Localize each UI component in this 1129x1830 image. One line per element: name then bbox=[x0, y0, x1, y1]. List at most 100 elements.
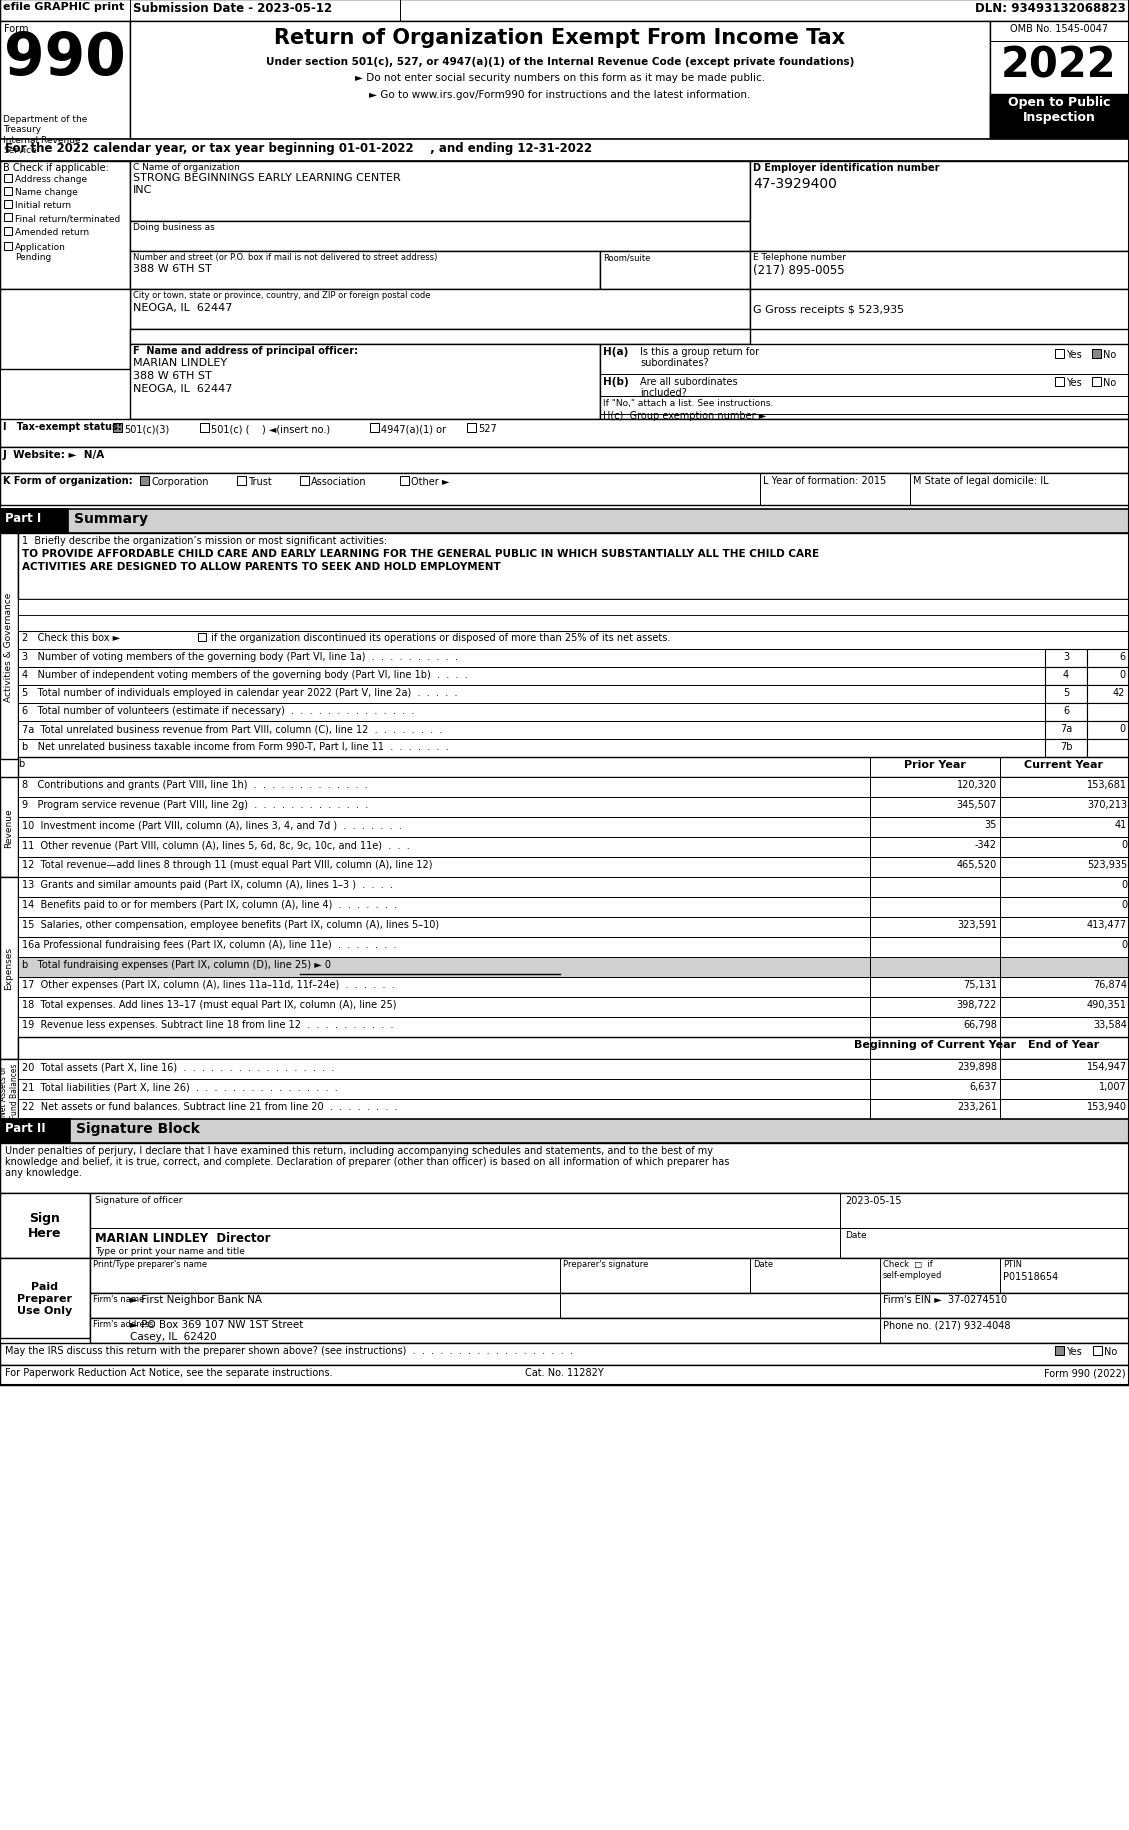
Bar bbox=[130, 161, 750, 221]
Bar bbox=[0, 139, 1129, 161]
Text: 323,591: 323,591 bbox=[957, 919, 997, 930]
Text: Doing business as: Doing business as bbox=[133, 223, 215, 232]
Text: P01518654: P01518654 bbox=[1003, 1272, 1058, 1281]
Bar bbox=[1087, 668, 1129, 686]
Bar bbox=[18, 721, 1129, 739]
Text: If "No," attach a list. See instructions.: If "No," attach a list. See instructions… bbox=[603, 399, 773, 408]
Text: Print/Type preparer's name: Print/Type preparer's name bbox=[93, 1259, 207, 1268]
Text: Signature Block: Signature Block bbox=[76, 1122, 200, 1135]
Bar bbox=[0, 474, 1129, 505]
Text: 75,131: 75,131 bbox=[963, 979, 997, 990]
Text: 6,637: 6,637 bbox=[970, 1082, 997, 1091]
Text: 0: 0 bbox=[1121, 840, 1127, 849]
Text: M State of legal domicile: IL: M State of legal domicile: IL bbox=[913, 476, 1049, 485]
Text: 16a Professional fundraising fees (Part IX, column (A), line 11e)  .  .  .  .  .: 16a Professional fundraising fees (Part … bbox=[21, 939, 396, 950]
Text: Submission Date - 2023-05-12: Submission Date - 2023-05-12 bbox=[133, 2, 332, 15]
Text: INC: INC bbox=[133, 185, 152, 194]
Text: 4: 4 bbox=[1062, 670, 1069, 679]
Text: 13  Grants and similar amounts paid (Part IX, column (A), lines 1–3 )  .  .  .  : 13 Grants and similar amounts paid (Part… bbox=[21, 880, 393, 889]
Text: 9   Program service revenue (Part VIII, line 2g)  .  .  .  .  .  .  .  .  .  .  : 9 Program service revenue (Part VIII, li… bbox=[21, 800, 368, 809]
Text: 47-3929400: 47-3929400 bbox=[753, 178, 837, 190]
Bar bbox=[0, 0, 1129, 22]
Bar bbox=[0, 1343, 1129, 1365]
Bar bbox=[90, 1193, 1129, 1259]
Text: J  Website: ►  N/A: J Website: ► N/A bbox=[3, 450, 105, 459]
Bar bbox=[18, 878, 1129, 897]
Text: Address change: Address change bbox=[15, 176, 87, 183]
Text: Part II: Part II bbox=[5, 1122, 45, 1135]
Bar bbox=[1093, 1347, 1102, 1356]
Text: Date: Date bbox=[844, 1230, 867, 1239]
Bar bbox=[18, 1017, 1129, 1038]
Text: STRONG BEGINNINGS EARLY LEARNING CENTER: STRONG BEGINNINGS EARLY LEARNING CENTER bbox=[133, 172, 401, 183]
Text: Preparer's signature: Preparer's signature bbox=[563, 1259, 648, 1268]
Bar bbox=[18, 739, 1129, 758]
Text: 388 W 6TH ST: 388 W 6TH ST bbox=[133, 264, 212, 274]
Bar bbox=[750, 253, 1129, 289]
Bar bbox=[18, 1100, 1129, 1120]
Bar bbox=[90, 1318, 1129, 1343]
Bar bbox=[130, 329, 750, 344]
Bar bbox=[5, 214, 12, 221]
Bar bbox=[18, 650, 1129, 668]
Text: No: No bbox=[1104, 1347, 1118, 1356]
Text: 0: 0 bbox=[1121, 939, 1127, 950]
Bar bbox=[400, 478, 409, 485]
Bar bbox=[0, 448, 1129, 474]
Text: H(b): H(b) bbox=[603, 377, 629, 386]
Bar bbox=[18, 668, 1129, 686]
Text: 33,584: 33,584 bbox=[1093, 1019, 1127, 1030]
Bar bbox=[0, 22, 130, 139]
Text: Yes: Yes bbox=[1066, 350, 1082, 361]
Bar bbox=[0, 419, 1129, 448]
Bar bbox=[1087, 686, 1129, 703]
Text: 0: 0 bbox=[1119, 670, 1124, 679]
Bar bbox=[130, 22, 990, 139]
Text: Corporation: Corporation bbox=[151, 478, 209, 487]
Text: 7b: 7b bbox=[1060, 741, 1073, 752]
Text: 398,722: 398,722 bbox=[956, 999, 997, 1010]
Text: 239,898: 239,898 bbox=[957, 1061, 997, 1071]
Bar bbox=[0, 289, 130, 370]
Text: b   Total fundraising expenses (Part IX, column (D), line 25) ► 0: b Total fundraising expenses (Part IX, c… bbox=[21, 959, 331, 970]
Text: 11  Other revenue (Part VIII, column (A), lines 5, 6d, 8c, 9c, 10c, and 11e)  . : 11 Other revenue (Part VIII, column (A),… bbox=[21, 840, 410, 849]
Text: Summary: Summary bbox=[75, 512, 148, 525]
Text: (217) 895-0055: (217) 895-0055 bbox=[753, 264, 844, 276]
Bar bbox=[0, 778, 18, 878]
Text: TO PROVIDE AFFORDABLE CHILD CARE AND EARLY LEARNING FOR THE GENERAL PUBLIC IN WH: TO PROVIDE AFFORDABLE CHILD CARE AND EAR… bbox=[21, 549, 820, 558]
Bar bbox=[1045, 703, 1087, 721]
Text: MARIAN LINDLEY: MARIAN LINDLEY bbox=[133, 359, 227, 368]
Bar bbox=[18, 1060, 1129, 1080]
Text: 3   Number of voting members of the governing body (Part VI, line 1a)  .  .  .  : 3 Number of voting members of the govern… bbox=[21, 651, 458, 662]
Text: Beginning of Current Year: Beginning of Current Year bbox=[854, 1039, 1016, 1049]
Bar bbox=[237, 478, 246, 485]
Text: ► Do not enter social security numbers on this form as it may be made public.: ► Do not enter social security numbers o… bbox=[355, 73, 765, 82]
Bar bbox=[18, 600, 1129, 615]
Text: included?: included? bbox=[640, 388, 686, 397]
Text: Phone no. (217) 932-4048: Phone no. (217) 932-4048 bbox=[883, 1319, 1010, 1329]
Bar bbox=[0, 1365, 1129, 1385]
Text: 6: 6 bbox=[1119, 651, 1124, 662]
Bar bbox=[1045, 686, 1087, 703]
Bar bbox=[599, 253, 750, 289]
Text: 345,507: 345,507 bbox=[956, 800, 997, 809]
Bar bbox=[599, 344, 1129, 419]
Text: 12  Total revenue—add lines 8 through 11 (must equal Part VIII, column (A), line: 12 Total revenue—add lines 8 through 11 … bbox=[21, 860, 432, 869]
Text: For Paperwork Reduction Act Notice, see the separate instructions.: For Paperwork Reduction Act Notice, see … bbox=[5, 1367, 333, 1378]
Text: Date: Date bbox=[753, 1259, 773, 1268]
Text: 15  Salaries, other compensation, employee benefits (Part IX, column (A), lines : 15 Salaries, other compensation, employe… bbox=[21, 919, 439, 930]
Text: Net Assets or
Fund Balances: Net Assets or Fund Balances bbox=[0, 1063, 19, 1118]
Text: Form 990 (2022): Form 990 (2022) bbox=[1044, 1367, 1126, 1378]
Bar bbox=[1045, 721, 1087, 739]
Text: 41: 41 bbox=[1114, 820, 1127, 829]
Text: 153,681: 153,681 bbox=[1087, 780, 1127, 789]
Text: 0: 0 bbox=[1121, 880, 1127, 889]
Text: H(c)  Group exemption number ►: H(c) Group exemption number ► bbox=[603, 410, 767, 421]
Text: H(a): H(a) bbox=[603, 348, 629, 357]
Text: 527: 527 bbox=[478, 425, 497, 434]
Text: 501(c)(3): 501(c)(3) bbox=[124, 425, 169, 434]
Text: ► First Neighbor Bank NA: ► First Neighbor Bank NA bbox=[130, 1294, 262, 1305]
Text: 2022: 2022 bbox=[1001, 44, 1117, 86]
Text: 120,320: 120,320 bbox=[957, 780, 997, 789]
Text: 153,940: 153,940 bbox=[1087, 1102, 1127, 1111]
